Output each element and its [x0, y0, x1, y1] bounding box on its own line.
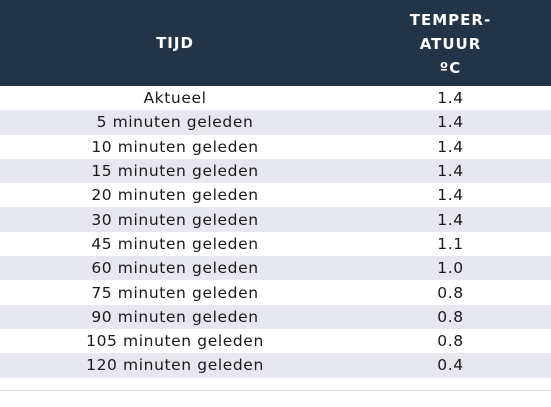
time-cell: 15 minuten geleden	[91, 162, 259, 181]
time-cell: 120 minuten geleden	[86, 356, 264, 375]
header-temperature-unit: ºC	[439, 59, 462, 77]
temperature-cell: 1.4	[437, 113, 464, 132]
temperature-cell: 0.8	[437, 283, 464, 302]
table-row: 10 minuten geleden 1.4	[0, 134, 551, 159]
temperature-cell: 0.8	[437, 332, 464, 351]
table-row: 5 minuten geleden 1.4	[0, 110, 551, 135]
time-cell: 90 minuten geleden	[91, 307, 259, 326]
temperature-table: TIJD TEMPER- ATUUR ºC Aktueel 1.4 5 minut…	[0, 0, 551, 378]
time-cell: 60 minuten geleden	[91, 259, 259, 278]
time-cell: 105 minuten geleden	[86, 332, 264, 351]
table-row: 20 minuten geleden 1.4	[0, 183, 551, 208]
temperature-cell: 1.4	[437, 162, 464, 181]
time-cell: 10 minuten geleden	[91, 137, 259, 156]
time-cell: 5 minuten geleden	[96, 113, 254, 132]
table-row: 90 minuten geleden 0.8	[0, 304, 551, 329]
temperature-cell: 1.0	[437, 259, 464, 278]
header-temperature: TEMPER- ATUUR ºC	[350, 0, 551, 86]
table-header: TIJD TEMPER- ATUUR ºC	[0, 0, 551, 86]
bottom-divider	[0, 390, 551, 391]
table-row: 15 minuten geleden 1.4	[0, 158, 551, 184]
table-row: 45 minuten geleden 1.1	[0, 231, 551, 257]
temperature-cell: 1.4	[437, 186, 464, 205]
table-row: 120 minuten geleden 0.4	[0, 353, 551, 378]
table-row: 60 minuten geleden 1.0	[0, 256, 551, 281]
table-row: 105 minuten geleden 0.8	[0, 328, 551, 354]
temperature-cell: 1.4	[437, 210, 464, 229]
time-cell: Aktueel	[143, 89, 207, 108]
table-row: 75 minuten geleden 0.8	[0, 280, 551, 305]
table-body: Aktueel 1.4 5 minuten geleden 1.4 10 minut…	[0, 86, 551, 378]
time-cell: 30 minuten geleden	[91, 210, 259, 229]
temperature-cell: 1.1	[437, 234, 464, 253]
temperature-cell: 1.4	[437, 89, 464, 108]
temperature-cell: 0.8	[437, 307, 464, 326]
table-row: 30 minuten geleden 1.4	[0, 207, 551, 232]
header-temperature-line1: TEMPER-	[409, 11, 492, 29]
header-time: TIJD	[156, 34, 194, 52]
time-cell: 45 minuten geleden	[91, 234, 259, 253]
header-temperature-line2: ATUUR	[419, 35, 482, 53]
temperature-cell: 0.4	[437, 356, 464, 375]
time-cell: 20 minuten geleden	[91, 186, 259, 205]
table-row: Aktueel 1.4	[0, 86, 551, 111]
time-cell: 75 minuten geleden	[91, 283, 259, 302]
temperature-cell: 1.4	[437, 137, 464, 156]
